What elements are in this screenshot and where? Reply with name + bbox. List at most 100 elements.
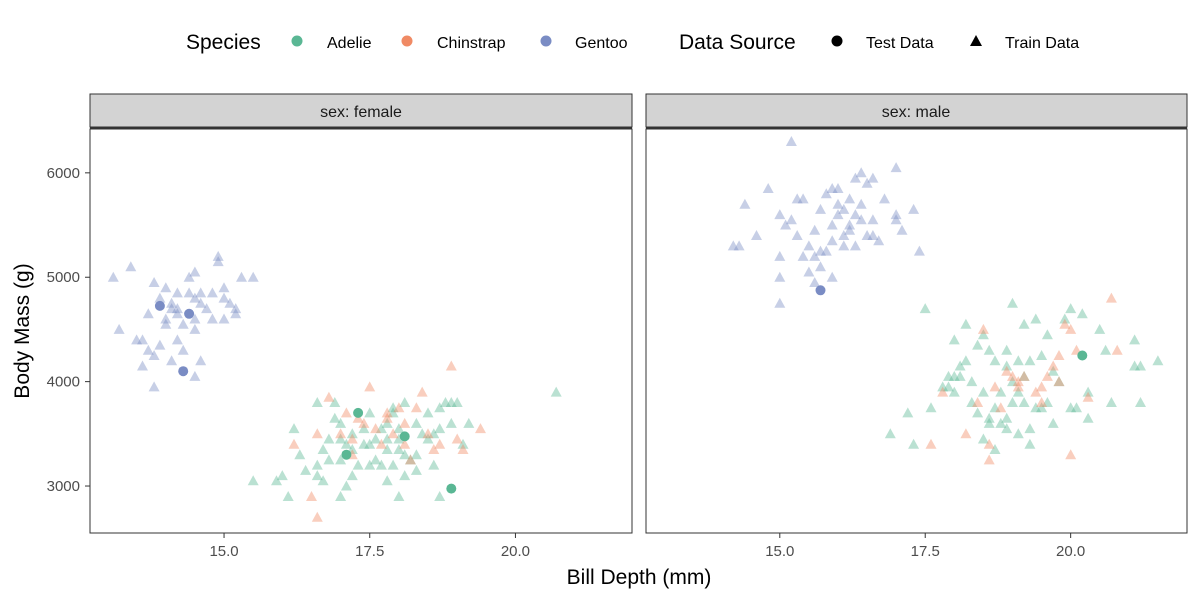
data-point-adelie-train <box>399 470 411 481</box>
data-point-adelie-train <box>1047 417 1059 428</box>
panel-female-strip-label: sex: female <box>320 104 402 121</box>
data-point-chinstrap-train <box>1082 391 1094 402</box>
data-point-gentoo-train <box>148 277 160 287</box>
data-point-gentoo-train <box>803 240 815 251</box>
data-point-adelie-train <box>972 339 984 350</box>
data-point-adelie-train <box>1059 313 1071 324</box>
data-point-adelie-train <box>1018 397 1030 407</box>
data-point-adelie-train <box>428 428 440 439</box>
data-point-chinstrap-train <box>1065 449 1077 460</box>
data-point-gentoo-train <box>195 355 207 366</box>
data-point-adelie-train <box>1024 423 1036 434</box>
data-point-gentoo-train <box>797 250 809 261</box>
data-point-adelie-train <box>311 470 323 481</box>
data-point-gentoo-train <box>826 183 838 193</box>
data-point-gentoo-train <box>195 287 207 298</box>
data-point-adelie-train <box>451 397 463 407</box>
data-point-adelie-train <box>434 402 446 413</box>
data-point-adelie-train <box>1053 376 1065 387</box>
data-point-gentoo-train <box>201 303 213 314</box>
data-point-adelie-train <box>364 459 376 470</box>
legend-species-title: Species <box>186 31 261 54</box>
data-point-adelie-train <box>335 454 347 465</box>
data-point-gentoo-train <box>913 245 925 256</box>
data-point-adelie-train <box>1012 355 1024 366</box>
data-point-gentoo-train <box>809 224 821 235</box>
data-point-adelie-train <box>335 433 347 444</box>
data-point-adelie-train <box>381 433 393 444</box>
data-point-chinstrap-train <box>358 417 370 428</box>
legend-adelie-label: Adelie <box>327 35 372 52</box>
data-point-chinstrap-train <box>1036 381 1048 392</box>
data-point-adelie-train <box>1129 334 1141 345</box>
data-point-adelie-train <box>393 433 405 444</box>
data-point-chinstrap-train <box>370 423 382 434</box>
data-point-gentoo-train <box>230 303 242 314</box>
x-tick-label: 20.0 <box>501 543 530 560</box>
data-point-adelie-train <box>1036 350 1048 360</box>
data-point-gentoo-train <box>844 224 856 235</box>
data-point-gentoo-train <box>739 198 751 209</box>
data-point-gentoo-train <box>236 271 247 282</box>
data-point-adelie-train <box>960 318 972 329</box>
legend-test-label: Test Data <box>866 35 934 52</box>
data-point-gentoo-train <box>218 282 230 293</box>
data-point-adelie-train <box>1024 355 1036 366</box>
data-point-adelie-train <box>440 397 451 407</box>
data-point-adelie-train <box>340 438 352 449</box>
data-point-chinstrap-train <box>323 391 335 402</box>
panel-female-marks <box>107 250 562 522</box>
data-point-gentoo-train <box>160 318 172 329</box>
data-point-adelie-train <box>1135 360 1146 371</box>
data-point-adelie-train <box>983 344 995 355</box>
data-point-chinstrap-train <box>1111 344 1123 355</box>
data-point-adelie-train <box>416 428 428 439</box>
data-point-adelie-train <box>1129 360 1141 371</box>
data-point-chinstrap-train <box>451 433 463 444</box>
x-tick-label: 17.5 <box>911 543 940 560</box>
data-point-adelie-train <box>410 449 422 460</box>
data-point-gentoo-train <box>166 355 178 366</box>
data-point-chinstrap-train <box>416 386 428 397</box>
data-point-gentoo-train <box>154 339 166 350</box>
data-point-adelie-test <box>399 431 410 442</box>
data-point-gentoo-train <box>849 172 861 183</box>
data-point-gentoo-train <box>890 162 902 173</box>
panel-female-strip <box>89 93 633 128</box>
data-point-adelie-train <box>1001 360 1013 371</box>
data-point-adelie-train <box>311 397 323 407</box>
data-point-chinstrap-train <box>340 407 352 418</box>
legend-train-key <box>970 35 982 46</box>
data-point-gentoo-train <box>815 245 826 256</box>
panel-female-x-axis: 15.0 17.5 20.0 <box>209 533 530 560</box>
data-point-gentoo-test <box>184 308 195 319</box>
data-point-gentoo-train <box>166 297 178 308</box>
data-point-gentoo-test <box>815 285 826 296</box>
data-point-adelie-train <box>1065 303 1077 314</box>
data-point-gentoo-train <box>774 271 786 282</box>
data-point-adelie-train <box>954 370 966 381</box>
data-point-adelie-train <box>1076 308 1088 319</box>
data-point-gentoo-train <box>890 214 902 225</box>
data-point-gentoo-train <box>832 198 844 209</box>
data-point-adelie-train <box>1041 329 1053 340</box>
legend-gentoo-label: Gentoo <box>575 35 628 52</box>
data-point-gentoo-train <box>218 313 230 324</box>
data-point-adelie-train <box>948 386 960 397</box>
data-point-chinstrap-train <box>983 438 995 449</box>
data-point-adelie-train <box>1152 355 1164 366</box>
data-point-adelie-train <box>1007 397 1018 407</box>
data-point-gentoo-train <box>861 177 873 188</box>
data-point-gentoo-train <box>762 183 774 193</box>
panel-male-marks <box>727 136 1164 465</box>
data-point-adelie-train <box>983 412 995 423</box>
data-point-chinstrap-train <box>422 428 434 439</box>
data-point-gentoo-train <box>131 334 143 345</box>
data-point-gentoo-train <box>838 230 850 240</box>
data-point-gentoo-train <box>195 297 207 308</box>
data-point-chinstrap-train <box>1041 370 1053 381</box>
data-point-adelie-train <box>977 329 989 340</box>
data-point-adelie-train <box>943 381 954 392</box>
data-point-adelie-train <box>948 370 960 381</box>
data-point-adelie-train <box>1047 365 1059 376</box>
